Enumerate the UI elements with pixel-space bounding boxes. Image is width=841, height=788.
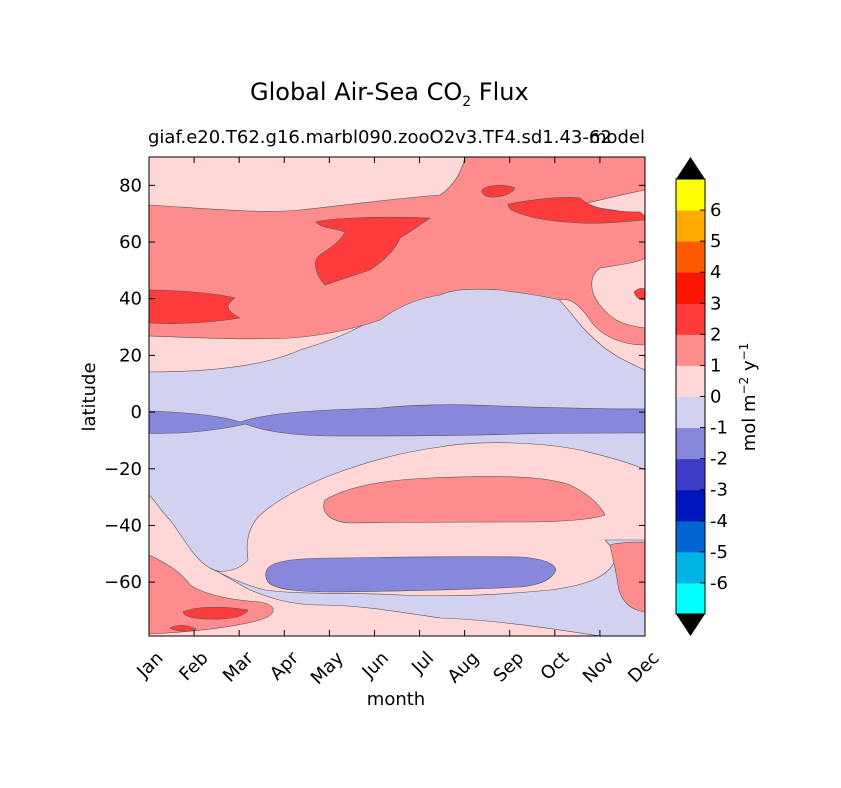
colorbar: -6 -5 -4 -3 -2 -1 0 1 2 3 4 5 6	[675, 157, 728, 636]
x-tick-label: Feb	[175, 648, 212, 685]
colorbar-under-extension	[676, 614, 705, 636]
chart-title: Global Air-Sea CO2 Flux	[250, 78, 529, 110]
x-tick-label: Oct	[537, 648, 574, 685]
contour-band-2-to-3	[149, 289, 241, 324]
plot-frame	[148, 156, 646, 637]
colorbar-swatch	[676, 272, 705, 304]
contour-band-neg1-to-0	[209, 539, 645, 636]
colorbar-swatch	[676, 582, 705, 615]
colorbar-swatch	[676, 210, 705, 242]
x-tick-label: Mar	[219, 647, 258, 686]
x-tick-label: Jul	[407, 648, 438, 679]
contour-band-neg2-to-neg1	[149, 404, 645, 437]
x-tick-label: Dec	[624, 648, 663, 687]
y-axis-label: latitude	[79, 362, 100, 431]
contour-band-neg2-to-neg1	[265, 556, 557, 593]
contour-field	[149, 157, 645, 636]
colorbar-tick-label: -1	[710, 418, 728, 439]
colorbar-over-extension	[676, 157, 705, 179]
x-tick-label: Sep	[489, 648, 528, 687]
colorbar-tick-label: -6	[710, 573, 728, 594]
x-tick-label: Aug	[444, 648, 484, 688]
x-tick-label: Jan	[132, 648, 167, 683]
colorbar-tick-label: -4	[710, 511, 728, 532]
contour-band-2-to-3	[182, 606, 249, 620]
colorbar-swatch	[676, 365, 705, 397]
colorbar-swatch	[676, 427, 705, 460]
x-tick-label: Apr	[266, 647, 303, 684]
y-tick-label: −40	[104, 515, 142, 536]
y-tick-label: 0	[131, 402, 142, 423]
y-tick-label: −20	[104, 459, 142, 480]
colorbar-label: mol m−2 y−1	[737, 343, 760, 452]
colorbar-swatch	[676, 334, 705, 366]
y-tick-label: 80	[119, 175, 142, 196]
contour-band-2-to-3	[481, 184, 516, 198]
chart-subtitle-right: model	[589, 127, 645, 148]
x-tick-label: May	[307, 647, 348, 688]
x-tick-label: Nov	[579, 647, 619, 687]
colorbar-tick-label: 3	[710, 293, 721, 314]
colorbar-tick-label: -3	[710, 480, 728, 501]
colorbar-swatch	[676, 241, 705, 273]
colorbar-tick-label: -5	[710, 542, 728, 563]
x-tick-label: Jun	[358, 648, 393, 683]
colorbar-swatch	[676, 520, 705, 553]
colorbar-swatch	[676, 179, 705, 211]
colorbar-tick-label: 4	[710, 262, 721, 283]
contour-band-2-to-3	[315, 216, 431, 286]
colorbar-swatch	[676, 396, 705, 429]
colorbar-tick-label: 1	[710, 355, 721, 376]
colorbar-swatch	[676, 551, 705, 584]
colorbar-swatch	[676, 489, 705, 522]
colorbar-tick-label: 5	[710, 231, 721, 252]
contour-band-1-to-2	[323, 476, 606, 524]
colorbar-tick-label: -2	[710, 449, 728, 470]
contour-band-2-to-3	[169, 625, 197, 632]
colorbar-swatch	[676, 303, 705, 335]
contour-band-1-to-2	[609, 541, 645, 613]
y-tick-label: 60	[119, 232, 142, 253]
chart-subtitle-left: giaf.e20.T62.g16.marbl090.zooO2v3.TF4.sd…	[148, 127, 612, 148]
y-tick-label: 40	[119, 289, 142, 310]
contour-band-2-to-3	[633, 288, 645, 301]
colorbar-tick-label: 2	[710, 324, 721, 345]
y-tick-label: −60	[104, 572, 142, 593]
colorbar-tick-label: 0	[710, 387, 721, 408]
x-axis-label: month	[367, 689, 425, 710]
y-tick-label: 20	[119, 345, 142, 366]
colorbar-tick-label: 6	[710, 200, 721, 221]
colorbar-swatch	[676, 458, 705, 491]
y-axis: 80 60 40 20 0 −20 −40 −60	[104, 175, 645, 593]
